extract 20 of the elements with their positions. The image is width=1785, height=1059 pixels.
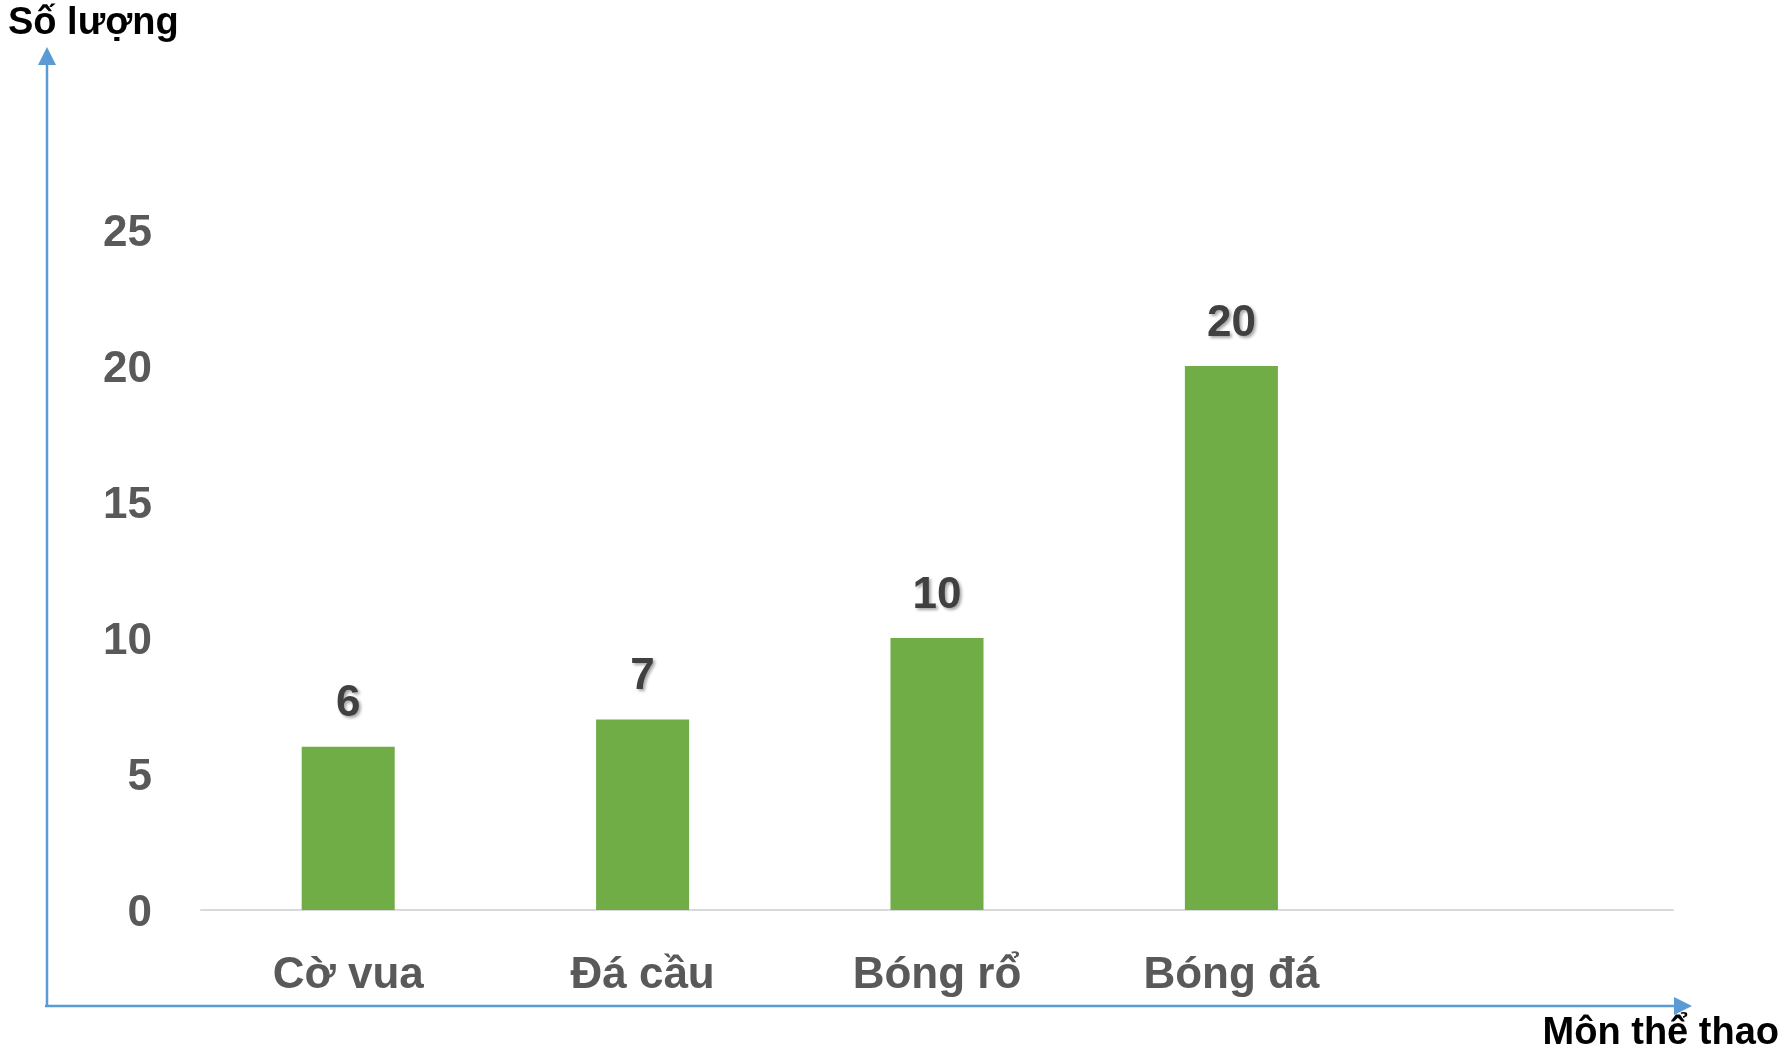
- data-label: 20: [1206, 295, 1256, 345]
- y-axis-title: Số lượng: [8, 0, 179, 42]
- y-tick-label: 25: [103, 205, 152, 255]
- bar: [1184, 366, 1278, 910]
- y-tick-label: 15: [103, 477, 152, 527]
- data-label: 7: [630, 649, 655, 699]
- x-tick-label: Bóng rổ: [852, 947, 1022, 997]
- x-tick-label: Cờ vua: [272, 947, 425, 997]
- y-tick-label: 20: [103, 341, 152, 391]
- bar: [890, 638, 984, 910]
- bar: [301, 746, 395, 910]
- x-axis-title: Môn thể thao: [1542, 1010, 1779, 1052]
- y-tick-label: 10: [103, 613, 152, 663]
- data-label: 6: [335, 676, 361, 726]
- y-tick-label: 0: [127, 885, 152, 935]
- x-tick-label: Đá cầu: [570, 947, 715, 997]
- data-label: 10: [912, 567, 962, 617]
- bar: [596, 719, 690, 910]
- x-tick-label: Bóng đá: [1143, 947, 1320, 997]
- y-tick-label: 5: [127, 749, 152, 799]
